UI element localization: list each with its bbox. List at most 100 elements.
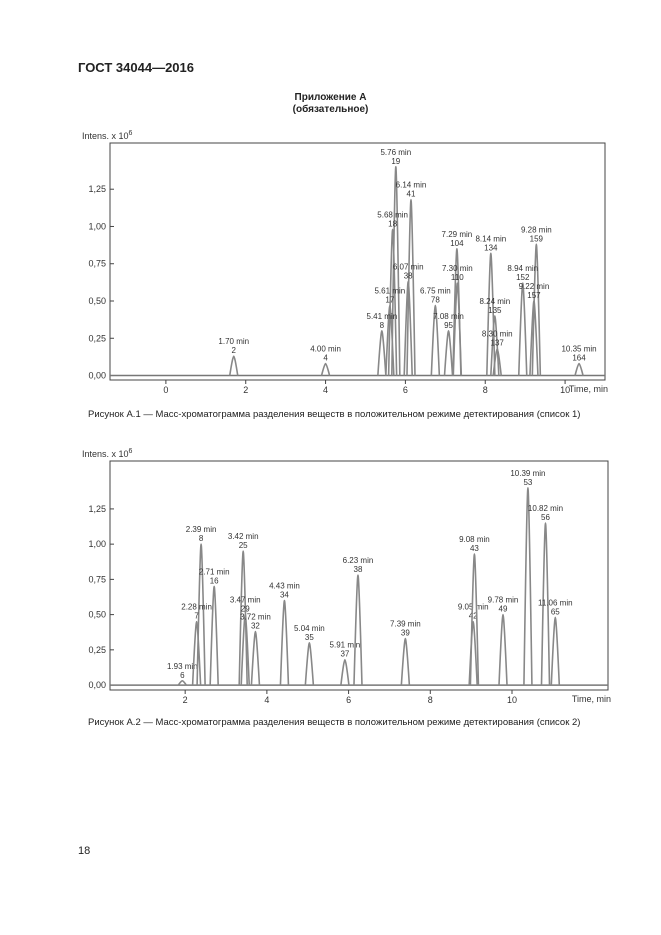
peak xyxy=(400,637,411,686)
peak-label: 9.05 min xyxy=(458,603,489,612)
peak-label: 6.23 min xyxy=(343,556,374,565)
peak-number: 16 xyxy=(210,576,219,585)
y-tick-label: 1,25 xyxy=(88,184,106,194)
peak-label: 8.14 min xyxy=(475,234,506,243)
peak xyxy=(574,362,584,376)
peak xyxy=(490,315,500,376)
peak-label: 5.68 min xyxy=(377,210,408,219)
peak xyxy=(228,355,239,376)
y-tick-label: 0,25 xyxy=(88,333,106,343)
peak-number: 29 xyxy=(241,605,250,614)
peak xyxy=(196,543,206,686)
peak-number: 43 xyxy=(470,544,479,553)
peak-number: 2 xyxy=(232,346,237,355)
peak-label: 4.00 min xyxy=(310,345,341,354)
peak-label: 3.47 min xyxy=(230,596,261,605)
y-tick-label: 0,25 xyxy=(88,645,106,655)
peak-label: 3.72 min xyxy=(240,613,271,622)
peak-label: 6.14 min xyxy=(396,181,427,190)
y-tick-label: 0,75 xyxy=(88,259,106,269)
peak-label: 7.08 min xyxy=(433,312,464,321)
x-tick-label: 2 xyxy=(183,695,188,705)
peak xyxy=(191,620,202,686)
peak-label: 5.76 min xyxy=(380,148,411,157)
peak xyxy=(443,330,454,376)
y-axis-label: Intens. x 106 xyxy=(82,130,133,141)
peak xyxy=(250,630,261,686)
peak-number: 4 xyxy=(323,354,328,363)
peak-label: 8.94 min xyxy=(507,264,538,273)
peak-label: 9.08 min xyxy=(459,535,490,544)
peak xyxy=(469,553,480,686)
peak-label: 8.30 min xyxy=(482,330,513,339)
peak xyxy=(279,599,290,686)
peak-number: 135 xyxy=(488,306,502,315)
peak xyxy=(177,680,187,686)
peak-number: 6 xyxy=(180,671,185,680)
plot-frame xyxy=(109,142,606,381)
peak-number: 49 xyxy=(499,605,508,614)
peak-number: 37 xyxy=(340,650,349,659)
doc-header: ГОСТ 34044—2016 xyxy=(78,60,194,75)
peak xyxy=(385,304,395,376)
y-label-text: Intens. x 10 xyxy=(82,449,129,459)
page-number: 18 xyxy=(78,845,91,857)
peak-number: 35 xyxy=(305,633,314,642)
peak-label: 1.70 min xyxy=(218,337,249,346)
y-tick-label: 1,00 xyxy=(88,221,106,231)
peak-number: 53 xyxy=(523,478,532,487)
peak-label: 1.93 min xyxy=(167,662,198,671)
peak-number: 32 xyxy=(251,622,260,631)
peak-label: 6.75 min xyxy=(420,286,451,295)
x-tick-label: 0 xyxy=(163,385,168,395)
peak-number: 38 xyxy=(404,272,413,281)
y-label-text: Intens. x 10 xyxy=(82,131,129,141)
peak-label: 10.82 min xyxy=(528,504,563,513)
peak-number: 42 xyxy=(469,612,478,621)
y-label-exponent: 6 xyxy=(129,130,133,137)
peak xyxy=(403,280,413,376)
peak xyxy=(387,228,398,376)
y-tick-label: 1,00 xyxy=(88,539,106,549)
peak-label: 7.39 min xyxy=(390,620,421,629)
x-tick-label: 4 xyxy=(323,385,328,395)
x-tick-label: 8 xyxy=(428,695,433,705)
peak xyxy=(320,362,331,376)
peak xyxy=(353,574,363,686)
y-tick-label: 1,25 xyxy=(88,504,106,514)
peak-label: 8.24 min xyxy=(479,297,510,306)
peak-number: 164 xyxy=(572,354,586,363)
peak xyxy=(492,347,503,376)
peak xyxy=(209,585,219,686)
peak-label: 5.04 min xyxy=(294,624,325,633)
peak-number: 56 xyxy=(541,513,550,522)
x-axis-label: Time, min xyxy=(569,384,608,394)
plot-frame xyxy=(109,460,609,691)
peak-number: 159 xyxy=(530,234,544,243)
peak-label: 10.39 min xyxy=(510,469,545,478)
y-tick-label: 0,00 xyxy=(88,371,106,381)
peak-number: 19 xyxy=(391,157,400,166)
figure-caption: Рисунок А.2 — Масс-хроматограмма разделе… xyxy=(88,717,581,728)
peak-number: 152 xyxy=(516,273,530,282)
peak xyxy=(529,300,539,376)
peak-number: 134 xyxy=(484,243,498,252)
peak-number: 7 xyxy=(194,612,199,621)
peak-number: 137 xyxy=(491,339,505,348)
peak xyxy=(531,243,542,376)
peak-label: 5.61 min xyxy=(374,286,405,295)
peak-label: 6.07 min xyxy=(393,263,424,272)
peak-label: 10.35 min xyxy=(561,345,596,354)
x-tick-label: 6 xyxy=(403,385,408,395)
peak-number: 110 xyxy=(451,273,464,282)
x-tick-label: 8 xyxy=(483,385,488,395)
appendix-title: Приложение А xyxy=(294,92,367,103)
peak xyxy=(240,613,251,686)
peak xyxy=(523,486,533,686)
peak-number: 41 xyxy=(407,190,416,199)
peak-number: 8 xyxy=(199,534,204,543)
peak-number: 78 xyxy=(431,295,440,304)
y-tick-label: 0,75 xyxy=(88,574,106,584)
peak-label: 2.71 min xyxy=(199,567,230,576)
peak-label: 2.39 min xyxy=(186,525,217,534)
